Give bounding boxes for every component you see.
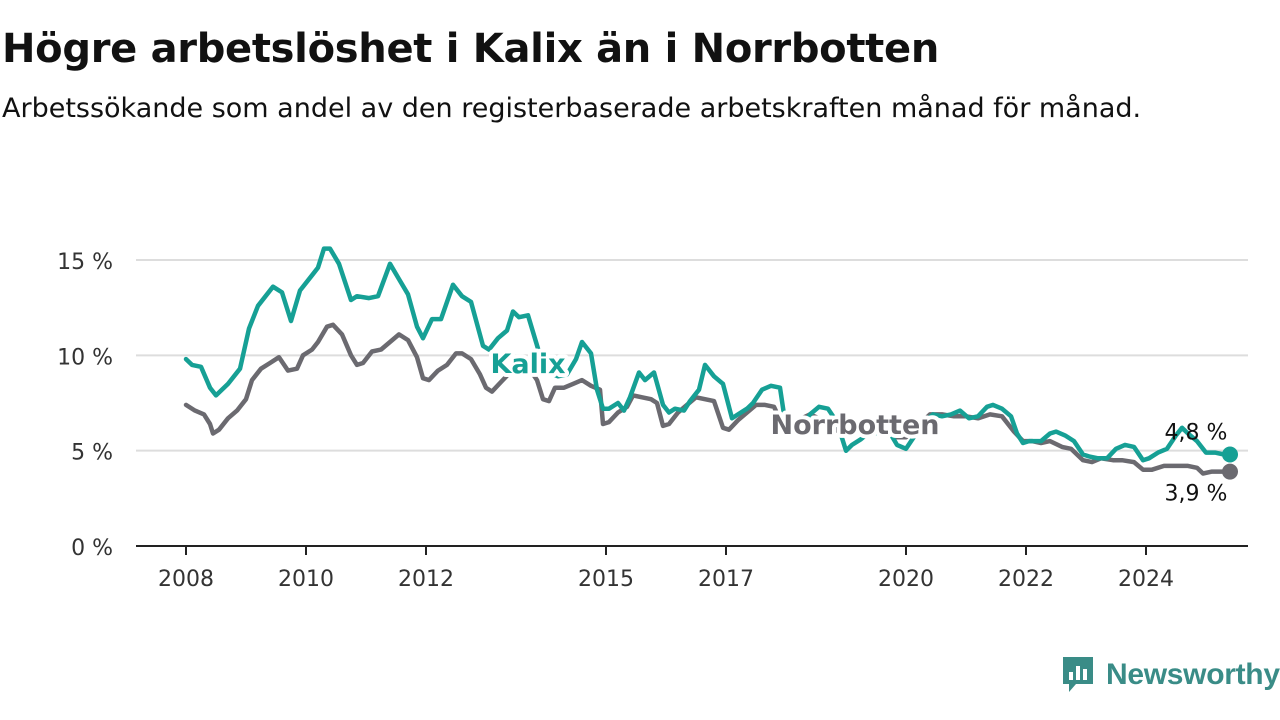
y-tick-label: 15 %	[57, 250, 113, 275]
end-point-norrbotten	[1222, 463, 1238, 480]
x-tick-label: 2022	[998, 567, 1054, 592]
x-axis-ticks: 2008 2010 2012 2015 2017 2020 2022 2024	[136, 545, 1248, 592]
y-tick-label: 10 %	[57, 345, 113, 370]
newsworthy-logo-icon	[1063, 657, 1093, 692]
series-label-norrbotten: Norrbotten	[770, 410, 939, 441]
y-tick-label: 5 %	[71, 441, 113, 466]
end-value-label-norrbotten: 3,9 %	[1165, 482, 1228, 507]
x-tick-label: 2010	[278, 567, 334, 592]
series-lines	[183, 246, 1233, 476]
x-tick-label: 2008	[158, 567, 214, 592]
y-tick-label: 0 %	[71, 536, 113, 561]
end-value-label-kalix: 4,8 %	[1165, 420, 1228, 445]
chart-title: Högre arbetslöshet i Kalix än i Norrbott…	[2, 26, 940, 72]
brand-logo: Newsworthy	[1060, 654, 1280, 696]
series-line-kalix	[183, 246, 1233, 463]
series-labels: Kalix Norrbotten 4,8 % 3,9 %	[486, 345, 1238, 507]
series-label-kalix: Kalix	[490, 349, 565, 380]
x-tick-label: 2020	[878, 567, 934, 592]
x-tick-label: 2015	[578, 567, 634, 592]
x-tick-label: 2017	[698, 567, 754, 592]
x-tick-label: 2024	[1118, 567, 1174, 592]
brand-name: Newsworthy	[1106, 658, 1280, 691]
y-axis-ticks: 0 % 5 % 10 % 15 %	[57, 250, 113, 561]
chart-subtitle: Arbetssökande som andel av den registerb…	[2, 93, 1142, 124]
end-point-kalix	[1222, 446, 1238, 463]
x-tick-label: 2012	[398, 567, 454, 592]
